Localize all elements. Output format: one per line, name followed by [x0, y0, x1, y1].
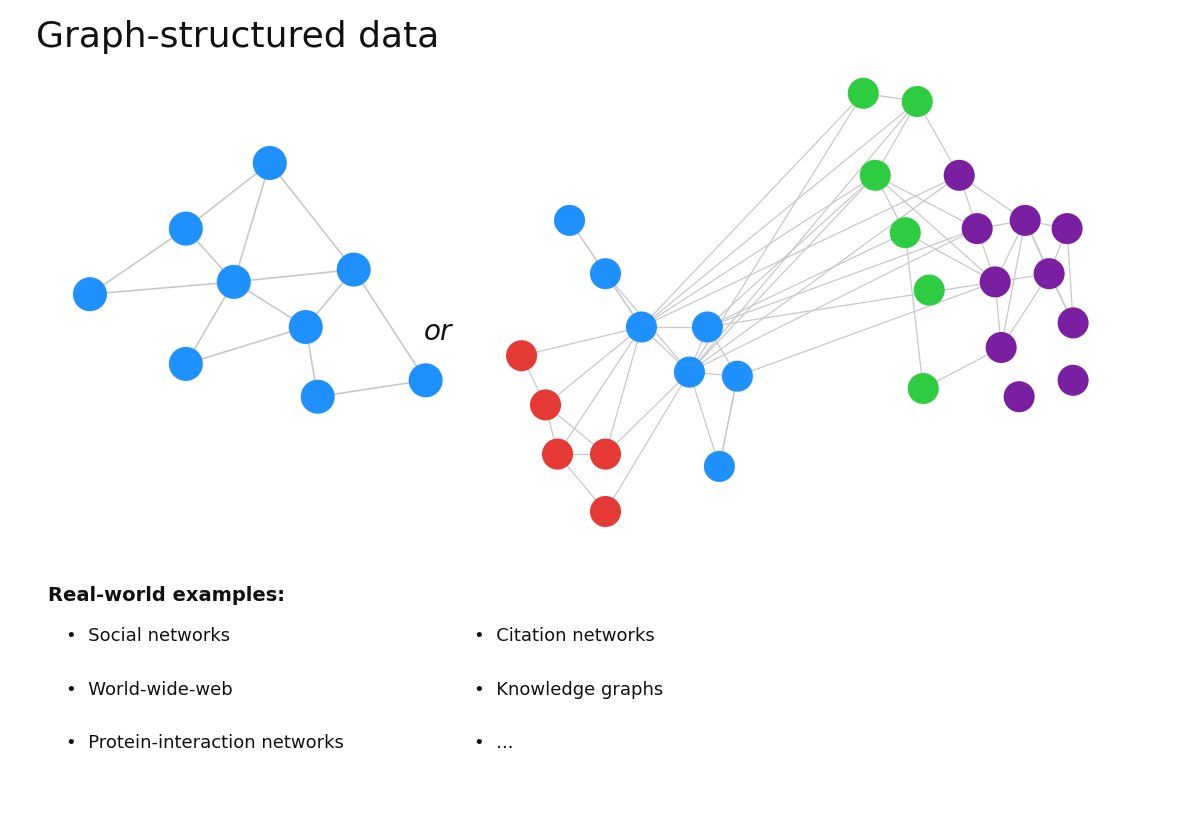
Text: •  World-wide-web: • World-wide-web [66, 680, 233, 698]
Text: Real-world examples:: Real-world examples: [48, 586, 285, 604]
Point [596, 268, 615, 281]
Text: or: or [423, 318, 452, 346]
Point [632, 321, 651, 334]
Point [1064, 317, 1083, 330]
Point [1064, 374, 1083, 387]
Text: •  Citation networks: • Citation networks [474, 627, 655, 645]
Point [986, 276, 1005, 289]
Point [176, 223, 195, 236]
Point [896, 227, 915, 240]
Point [914, 382, 933, 396]
Text: •  Knowledge graphs: • Knowledge graphs [474, 680, 663, 698]
Point [950, 170, 969, 183]
Point [1010, 391, 1029, 404]
Point [512, 350, 531, 363]
Point [344, 264, 363, 277]
Point [80, 288, 100, 301]
Point [1040, 268, 1059, 281]
Point [728, 370, 747, 383]
Point [866, 170, 885, 183]
Point [1058, 223, 1077, 236]
Point [854, 88, 873, 101]
Text: •  Protein-interaction networks: • Protein-interaction networks [66, 733, 344, 751]
Point [992, 342, 1011, 355]
Point [416, 374, 435, 387]
Point [224, 276, 243, 289]
Point [548, 448, 567, 461]
Point [596, 448, 615, 461]
Point [1016, 215, 1035, 228]
Point [308, 391, 327, 404]
Point [596, 505, 615, 518]
Point [920, 284, 939, 297]
Point [176, 358, 195, 371]
Text: •  ...: • ... [474, 733, 513, 751]
Point [908, 96, 927, 109]
Point [260, 157, 279, 170]
Point [560, 215, 579, 228]
Text: Graph-structured data: Graph-structured data [36, 20, 439, 54]
Point [536, 399, 555, 412]
Point [710, 460, 729, 473]
Point [680, 366, 699, 379]
Point [698, 321, 717, 334]
Point [968, 223, 987, 236]
Point [296, 321, 315, 334]
Text: •  Social networks: • Social networks [66, 627, 230, 645]
